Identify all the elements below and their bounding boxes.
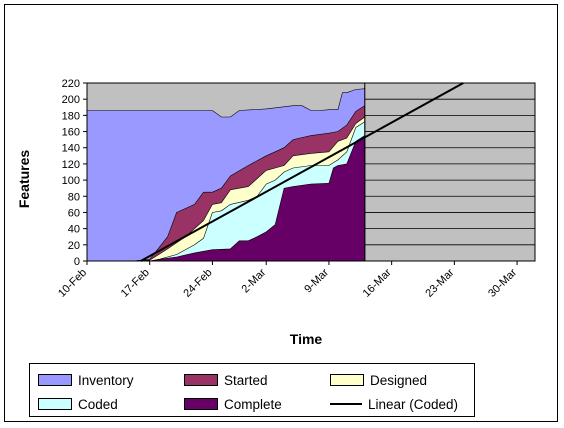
y-tick-label: 60 bbox=[68, 207, 80, 219]
y-tick-label: 140 bbox=[62, 143, 80, 155]
legend-label-linear-coded: Linear (Coded) bbox=[368, 396, 459, 412]
x-tick-label: 24-Feb bbox=[181, 267, 214, 300]
y-tick-label: 160 bbox=[62, 127, 80, 139]
legend-label-designed: Designed bbox=[370, 372, 428, 388]
legend-swatch-designed bbox=[330, 374, 364, 386]
x-tick-label: 17-Feb bbox=[119, 267, 152, 300]
y-tick-label: 200 bbox=[62, 94, 80, 106]
x-tick-label: 9-Mar bbox=[302, 266, 331, 295]
y-tick-label: 0 bbox=[74, 256, 80, 268]
x-tick-label: 2-Mar bbox=[240, 266, 269, 295]
y-tick-label: 80 bbox=[68, 191, 80, 203]
legend-swatch-inventory bbox=[38, 374, 72, 386]
x-tick-label: 10-Feb bbox=[56, 267, 89, 300]
legend-item-coded: Coded bbox=[38, 394, 118, 414]
x-tick-label: 23-Mar bbox=[423, 266, 456, 299]
chart-frame: 0 20 40 60 80 100 120 140 160 180 200 220 10-Feb 17-… bbox=[4, 4, 558, 422]
legend-item-inventory: Inventory bbox=[38, 370, 134, 390]
y-tick-label: 20 bbox=[68, 240, 80, 252]
y-tick-label: 180 bbox=[62, 110, 80, 122]
x-axis-title: Time bbox=[290, 331, 323, 347]
legend-swatch-coded bbox=[38, 398, 72, 410]
y-tick-label: 40 bbox=[68, 224, 80, 236]
plot-border bbox=[86, 82, 536, 262]
legend-label-started: Started bbox=[224, 372, 268, 388]
legend-item-linear-coded: Linear (Coded) bbox=[330, 394, 458, 414]
trendline-linear-coded bbox=[140, 82, 464, 262]
y-tick-label: 100 bbox=[62, 175, 80, 187]
legend-label-coded: Coded bbox=[78, 396, 118, 412]
y-tick-label: 220 bbox=[62, 78, 80, 90]
legend-item-complete: Complete bbox=[184, 394, 282, 414]
legend-label-inventory: Inventory bbox=[78, 372, 134, 388]
x-tick-label: 30-Mar bbox=[486, 266, 519, 299]
y-axis-title: Features bbox=[16, 150, 32, 209]
area-complete bbox=[87, 135, 366, 262]
chart-svg: 0 20 40 60 80 100 120 140 160 180 200 220 10-Feb 17-… bbox=[16, 78, 536, 347]
legend-swatch-started bbox=[184, 374, 218, 386]
legend-swatch-linear-coded bbox=[330, 403, 362, 405]
x-tick-label: 16-Mar bbox=[361, 266, 394, 299]
legend-item-designed: Designed bbox=[330, 370, 427, 390]
legend: Inventory Started Designed Coded Complet… bbox=[29, 363, 475, 417]
legend-label-complete: Complete bbox=[224, 396, 282, 412]
legend-swatch-complete bbox=[184, 398, 218, 410]
y-tick-label: 120 bbox=[62, 159, 80, 171]
legend-item-started: Started bbox=[184, 370, 268, 390]
